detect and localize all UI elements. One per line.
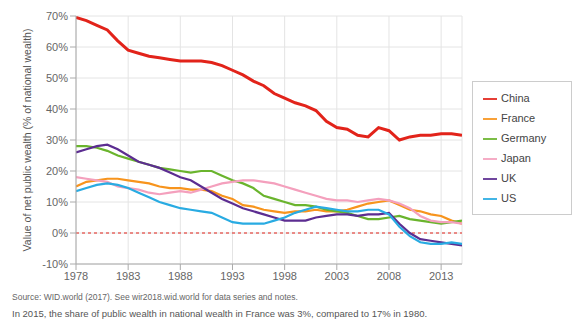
svg-text:30%: 30% (46, 134, 68, 146)
svg-text:1978: 1978 (64, 270, 88, 282)
svg-text:20%: 20% (46, 165, 68, 177)
html-text:US: US (501, 192, 517, 204)
svg-text:0%: 0% (52, 227, 68, 239)
svg-text:1993: 1993 (220, 270, 244, 282)
html-text:France: France (501, 112, 536, 124)
svg-text:Value of net public wealth (%: Value of net public wealth (% of nationa… (21, 29, 33, 252)
svg-text:-10%: -10% (42, 258, 68, 270)
svg-text:2013: 2013 (429, 270, 453, 282)
svg-text:50%: 50% (46, 72, 68, 84)
svg-text:1988: 1988 (168, 270, 192, 282)
svg-text:10%: 10% (46, 196, 68, 208)
svg-text:1983: 1983 (116, 270, 140, 282)
html-text:In 2015, the share of public w: In 2015, the share of public wealth in n… (12, 308, 428, 319)
html-text:Source: WID.world (2017). See: Source: WID.world (2017). See wir2018.wi… (12, 292, 298, 302)
html-text:Germany: Germany (501, 132, 547, 144)
svg-text:70%: 70% (46, 10, 68, 22)
html-text:UK: UK (501, 172, 517, 184)
svg-text:1998: 1998 (272, 270, 296, 282)
svg-text:2008: 2008 (377, 270, 401, 282)
html-text:China: China (501, 92, 530, 104)
svg-text:40%: 40% (46, 103, 68, 115)
html-text:Japan: Japan (501, 152, 531, 164)
svg-text:60%: 60% (46, 41, 68, 53)
svg-text:2003: 2003 (325, 270, 349, 282)
